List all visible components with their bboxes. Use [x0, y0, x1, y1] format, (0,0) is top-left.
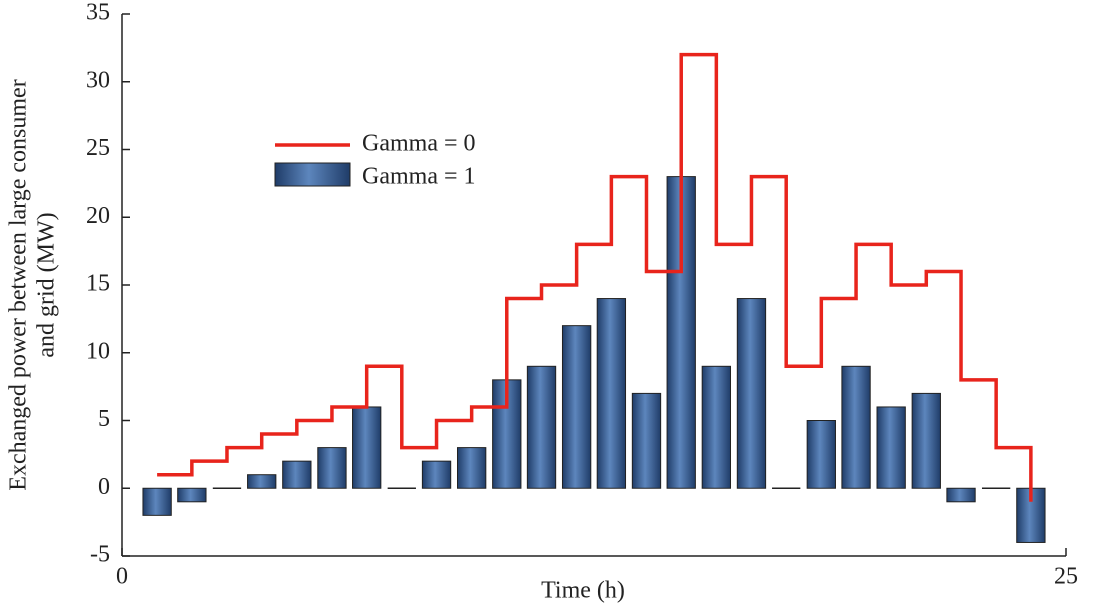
bar: [701, 365, 732, 489]
bar: [631, 392, 662, 489]
y-tick-label: 20: [86, 203, 110, 229]
y-axis-label: Exchanged power between large consumer a…: [6, 79, 60, 490]
y-tick-label: 0: [98, 474, 110, 500]
legend-swatch: [274, 162, 351, 187]
x-tick-label: 0: [116, 564, 128, 590]
bar: [526, 365, 557, 489]
bar: [421, 460, 452, 489]
y-axis-label-line: Exchanged power between large consumer: [6, 79, 32, 490]
y-tick-label: 30: [86, 67, 110, 93]
y-tick-label: 10: [86, 338, 110, 364]
bar: [456, 447, 487, 489]
y-axis-label-line: and grid (MW): [34, 212, 60, 357]
bar: [177, 487, 207, 503]
y-tick-label: 25: [86, 135, 110, 161]
y-tick-label: 5: [98, 406, 110, 432]
bar: [561, 325, 592, 489]
y-tick-label: -5: [90, 542, 110, 568]
x-tick-label: 25: [1054, 564, 1078, 590]
bar: [247, 474, 277, 489]
legend-label: Gamma = 1: [362, 164, 476, 190]
bar: [596, 298, 627, 489]
bar: [876, 406, 906, 489]
legend-label: Gamma = 0: [362, 131, 476, 157]
bar: [317, 447, 347, 489]
bar: [806, 420, 836, 489]
y-tick-label: 15: [86, 271, 110, 297]
bar: [352, 406, 382, 489]
step-line: [157, 52, 1033, 502]
x-axis-label: Time (h): [541, 578, 625, 604]
bar: [911, 392, 941, 489]
y-tick-label: 35: [86, 0, 110, 26]
bar: [282, 460, 312, 489]
bar: [946, 487, 976, 503]
bar: [736, 298, 767, 489]
bar: [841, 365, 871, 489]
bar: [142, 487, 172, 516]
